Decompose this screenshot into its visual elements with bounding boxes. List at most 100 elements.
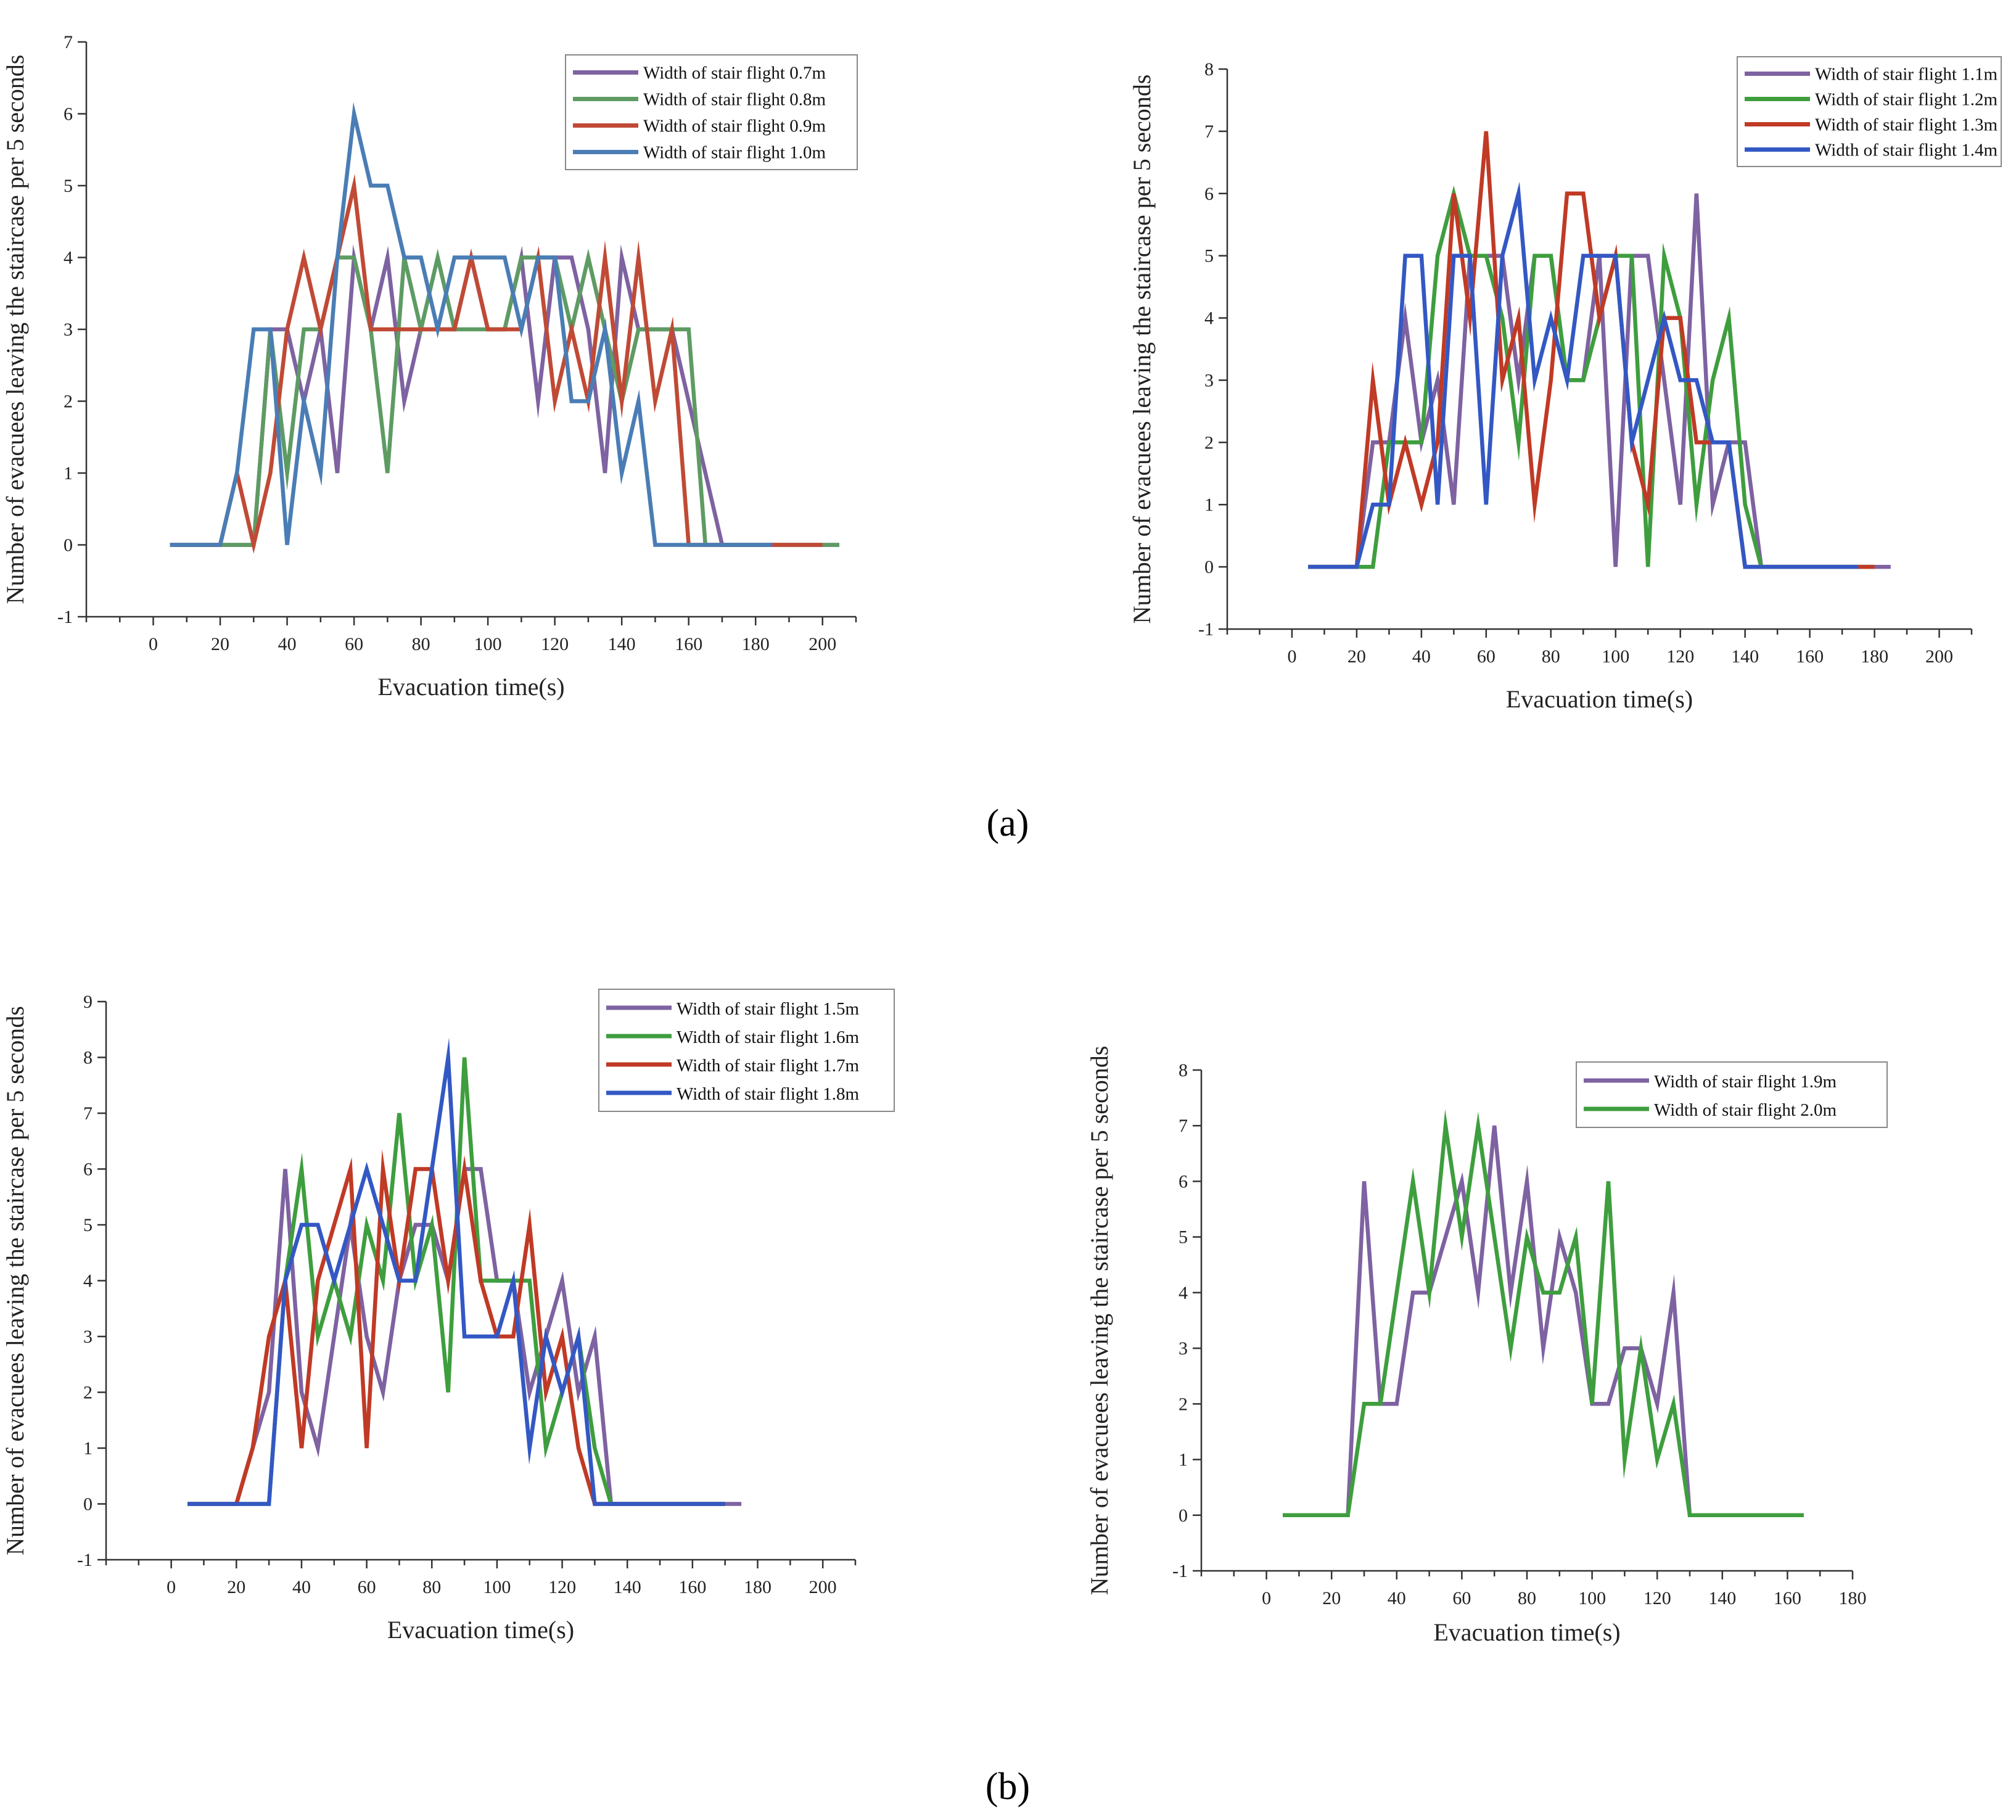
x-tick-label: 20 bbox=[1347, 646, 1366, 667]
x-tick-label: 60 bbox=[345, 634, 363, 654]
y-tick-label: -1 bbox=[1198, 619, 1214, 640]
x-tick-label: 100 bbox=[1578, 1588, 1606, 1608]
y-tick-label: 7 bbox=[83, 1103, 93, 1124]
y-tick-label: 6 bbox=[1204, 184, 1214, 204]
y-tick-label: 0 bbox=[83, 1494, 93, 1515]
x-tick-label: 20 bbox=[211, 634, 229, 654]
y-tick-label: -1 bbox=[1172, 1561, 1188, 1581]
x-tick-label: 140 bbox=[614, 1577, 641, 1597]
x-tick-label: 160 bbox=[675, 634, 702, 654]
x-tick-label: 40 bbox=[278, 634, 297, 654]
x-tick-label: 120 bbox=[541, 634, 569, 654]
y-tick-label: 1 bbox=[64, 463, 73, 484]
y-tick-label: 2 bbox=[83, 1383, 93, 1403]
y-tick-label: 7 bbox=[1179, 1116, 1188, 1136]
legend-label: Width of stair flight 1.3m bbox=[1815, 115, 1997, 134]
series-line-4 bbox=[170, 102, 773, 547]
x-axis-title: Evacuation time(s) bbox=[387, 1616, 574, 1644]
x-tick-label: 80 bbox=[412, 634, 430, 654]
legend-label: Width of stair flight 0.8m bbox=[643, 90, 826, 110]
y-tick-label: 1 bbox=[1179, 1450, 1188, 1470]
series-line-1 bbox=[1283, 1125, 1804, 1518]
chart-b-left: -1 0 1 2 3 4 5 6 7 8 9 0 20 40 60 80 100 120 140 160 180 200 E… bbox=[1, 989, 895, 1644]
x-tick-label: 100 bbox=[483, 1577, 511, 1597]
legend-label: Width of stair flight 1.7m bbox=[677, 1056, 859, 1076]
y-tick-label: 3 bbox=[1204, 370, 1214, 390]
y-tick-label: 9 bbox=[83, 992, 93, 1012]
x-tick-label: 60 bbox=[1477, 646, 1496, 667]
y-tick-label: 4 bbox=[1204, 308, 1214, 329]
x-tick-label: 100 bbox=[474, 634, 502, 654]
x-tick-label: 0 bbox=[1287, 646, 1296, 667]
x-tick-label: 140 bbox=[1708, 1588, 1736, 1608]
x-tick-label: 80 bbox=[422, 1577, 441, 1597]
y-tick-label: 7 bbox=[64, 32, 73, 52]
y-tick-label: 6 bbox=[83, 1159, 93, 1180]
x-tick-label: 180 bbox=[1861, 646, 1888, 667]
y-tick-label: 2 bbox=[1179, 1394, 1188, 1414]
y-tick-label: 2 bbox=[1204, 432, 1214, 453]
y-tick-label: 8 bbox=[1179, 1060, 1188, 1081]
y-tick-label: 6 bbox=[1179, 1171, 1188, 1192]
x-tick-label: 120 bbox=[1644, 1588, 1671, 1608]
x-tick-label: 200 bbox=[808, 634, 836, 654]
y-tick-label: 4 bbox=[1179, 1283, 1188, 1303]
series-line-2 bbox=[1283, 1109, 1804, 1518]
series-line-2 bbox=[187, 1057, 725, 1506]
x-tick-label: 160 bbox=[1774, 1588, 1801, 1608]
y-axis-title: Number of evacuees leaving the staircase… bbox=[1, 55, 29, 604]
y-tick-label: 3 bbox=[83, 1327, 93, 1347]
y-tick-label: 8 bbox=[83, 1048, 93, 1068]
legend-label: Width of stair flight 1.0m bbox=[643, 143, 826, 163]
y-tick-label: 1 bbox=[83, 1438, 93, 1459]
x-tick-label: 60 bbox=[1452, 1588, 1471, 1608]
x-tick-label: 200 bbox=[809, 1577, 837, 1597]
legend-label: Width of stair flight 1.6m bbox=[677, 1027, 859, 1047]
caption-b: (b) bbox=[985, 1766, 1030, 1808]
y-axis-title: Number of evacuees leaving the staircase… bbox=[1128, 75, 1156, 624]
x-tick-label: 40 bbox=[292, 1577, 311, 1597]
x-axis-title: Evacuation time(s) bbox=[1506, 685, 1693, 713]
x-tick-label: 0 bbox=[1262, 1588, 1271, 1608]
y-tick-label: 3 bbox=[64, 319, 73, 340]
y-tick-label: 4 bbox=[83, 1271, 93, 1291]
x-axis-title: Evacuation time(s) bbox=[1433, 1618, 1620, 1646]
x-tick-label: 180 bbox=[1839, 1588, 1867, 1608]
y-tick-label: -1 bbox=[57, 607, 73, 627]
x-tick-label: 40 bbox=[1412, 646, 1431, 667]
x-tick-label: 100 bbox=[1602, 646, 1629, 667]
legend-label: Width of stair flight 1.2m bbox=[1815, 89, 1997, 109]
x-tick-label: 180 bbox=[742, 634, 770, 654]
x-tick-label: 120 bbox=[1666, 646, 1694, 667]
y-tick-label: 4 bbox=[64, 248, 73, 268]
legend-label: Width of stair flight 1.5m bbox=[677, 999, 859, 1019]
legend-label: Width of stair flight 1.9m bbox=[1654, 1072, 1837, 1092]
x-tick-label: 60 bbox=[358, 1577, 376, 1597]
x-tick-label: 160 bbox=[678, 1577, 706, 1597]
y-tick-label: -1 bbox=[77, 1550, 93, 1570]
y-axis-title: Number of evacuees leaving the staircase… bbox=[1085, 1046, 1113, 1596]
y-tick-label: 0 bbox=[1179, 1505, 1188, 1526]
legend-label: Width of stair flight 0.9m bbox=[643, 117, 826, 136]
legend-label: Width of stair flight 1.8m bbox=[677, 1084, 859, 1104]
x-tick-label: 120 bbox=[548, 1577, 576, 1597]
x-tick-label: 20 bbox=[227, 1577, 245, 1597]
y-tick-label: 2 bbox=[64, 392, 73, 412]
series-line-2 bbox=[170, 244, 839, 547]
x-tick-label: 80 bbox=[1518, 1588, 1536, 1608]
x-tick-label: 0 bbox=[149, 634, 158, 654]
series-line-1 bbox=[170, 244, 839, 547]
x-tick-label: 180 bbox=[744, 1577, 771, 1597]
legend-label: Width of stair flight 1.4m bbox=[1815, 140, 1997, 160]
x-tick-label: 140 bbox=[1731, 646, 1759, 667]
legend-box bbox=[1576, 1061, 1888, 1128]
x-tick-label: 20 bbox=[1322, 1588, 1341, 1608]
x-axis-title: Evacuation time(s) bbox=[377, 673, 564, 701]
x-tick-label: 140 bbox=[608, 634, 636, 654]
x-tick-label: 0 bbox=[167, 1577, 176, 1597]
series-line-4 bbox=[1308, 181, 1859, 569]
x-tick-label: 200 bbox=[1925, 646, 1953, 667]
y-tick-label: 1 bbox=[1204, 495, 1214, 515]
